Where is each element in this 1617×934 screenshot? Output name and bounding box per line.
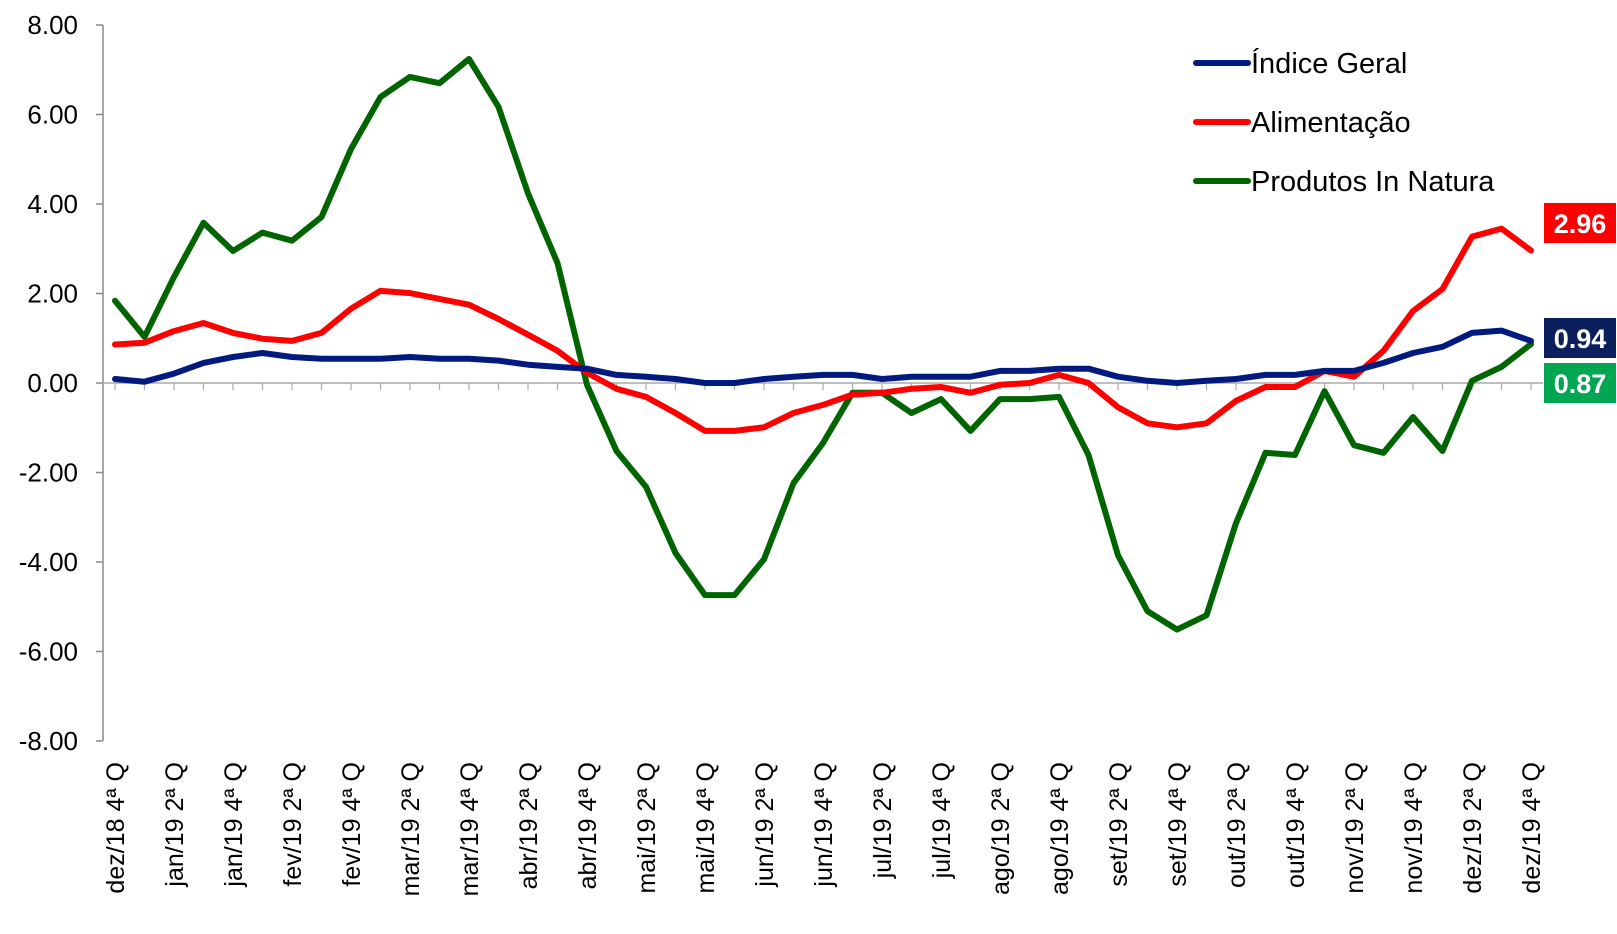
end-label-box [1544,203,1616,243]
x-tick-label: fev/19 2ª Q [279,762,307,887]
x-tick-label: mai/19 4ª Q [692,762,720,894]
x-tick-label: nov/19 4ª Q [1400,762,1428,894]
x-tick-label: ago/19 2ª Q [987,762,1015,895]
x-tick-label: jul/19 2ª Q [869,762,897,879]
x-tick-label: out/19 2ª Q [1223,762,1251,888]
y-tick-label: 4.00 [27,189,78,219]
x-tick-label: mar/19 2ª Q [397,762,425,896]
y-tick-label: -6.00 [19,637,78,667]
y-tick-label: 8.00 [27,10,78,40]
x-tick-label: out/19 4ª Q [1282,762,1310,888]
end-label-text: 0.94 [1554,324,1607,354]
x-tick-label: jan/19 4ª Q [220,762,248,888]
legend-label: Produtos In Natura [1251,166,1495,198]
x-tick-label: set/19 2ª Q [1105,762,1133,887]
x-tick-label: mar/19 4ª Q [456,762,484,896]
x-tick-label: mai/19 2ª Q [633,762,661,894]
end-label-box [1544,363,1616,403]
x-tick-label: jun/19 4ª Q [810,762,838,888]
x-tick-label: set/19 4ª Q [1164,762,1192,887]
x-tick-label: dez/19 2ª Q [1459,762,1487,894]
series-line-1 [112,327,1534,386]
legend-label: Alimentação [1251,107,1411,139]
series-line-3 [112,56,1534,633]
y-tick-label: 2.00 [27,279,78,309]
x-tick-label: abr/19 2ª Q [515,762,543,889]
x-tick-label: abr/19 4ª Q [574,762,602,889]
y-tick-label: 6.00 [27,100,78,130]
x-tick-label: jul/19 4ª Q [928,762,956,879]
y-axis-tick-labels: -8.00 -6.00 -4.00 -2.00 0.00 2.00 4.00 6.00 8.00 [19,10,78,756]
legend-label: Índice Geral [1251,47,1407,80]
x-tick-label: jun/19 2ª Q [751,762,779,888]
end-value-labels: 2.96 0.94 0.87 [1544,203,1616,403]
series-line-2 [112,225,1534,434]
x-tick-label: fev/19 4ª Q [338,762,366,887]
y-tick-label: 0.00 [27,368,78,398]
legend: Índice Geral Alimentação Produtos In Natur… [1193,47,1495,198]
series-lines [112,56,1534,633]
y-tick-label: -8.00 [19,726,78,756]
x-tick-label: ago/19 4ª Q [1046,762,1074,895]
x-tick-label: dez/19 4ª Q [1518,762,1546,894]
end-label-text: 0.87 [1554,369,1607,399]
end-label-text: 2.96 [1554,209,1607,239]
x-axis-tick-labels: dez/18 4ª Q jan/19 2ª Q jan/19 4ª Q fev/19 … [102,762,1546,896]
end-label-box [1544,318,1616,358]
x-tick-label: jan/19 2ª Q [161,762,189,888]
x-tick-label: dez/18 4ª Q [102,762,130,894]
x-tick-label: nov/19 2ª Q [1341,762,1369,894]
y-tick-label: -4.00 [19,547,78,577]
y-tick-label: -2.00 [19,458,78,488]
